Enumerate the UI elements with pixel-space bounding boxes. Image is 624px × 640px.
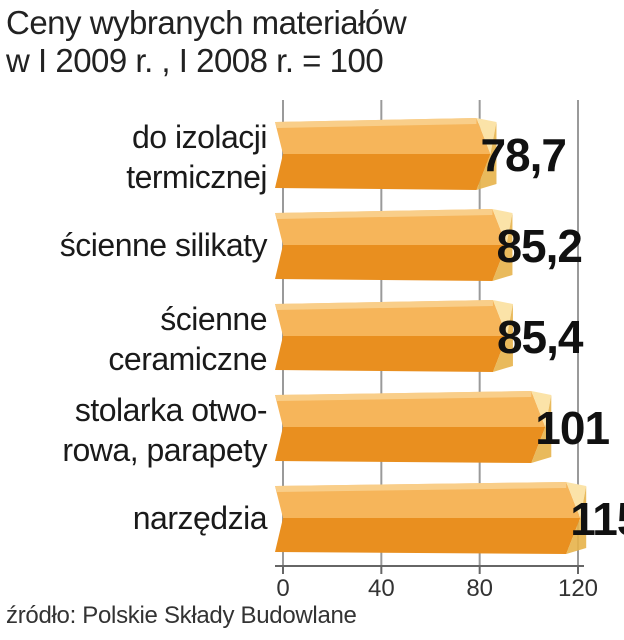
category-label-0-0: do izolacji [132,119,267,155]
value-label-4: 115,2 [570,493,624,545]
bar-cap-upper-2 [492,300,513,336]
bar-cap-lower-3 [531,395,552,463]
bar-highlight-2 [275,300,493,310]
bar-highlight-3 [275,391,532,401]
bar-top-0 [275,118,491,154]
value-label-1: 85,2 [496,220,582,272]
bar-bottom-3 [275,427,546,463]
value-label-3: 101 [535,402,609,454]
category-label-2-1: ceramiczne [108,341,267,377]
bar-cap-lower-0 [476,122,497,190]
bar-highlight-1 [275,209,493,219]
bar-highlight-0 [275,118,477,128]
x-tick-label-80: 80 [466,575,493,602]
bar-cap-upper-1 [492,209,513,245]
bar-top-1 [275,209,507,245]
chart-subtitle: w I 2009 r. , I 2008 r. = 100 [6,42,384,79]
value-label-0: 78,7 [480,129,566,181]
value-label-2: 85,4 [497,311,584,363]
bar-cap-upper-4 [566,482,587,518]
bar-cap-lower-2 [492,304,513,372]
bar-cap-upper-3 [531,391,552,427]
x-tick-label-0: 0 [276,575,289,602]
bar-bottom-2 [275,336,507,372]
source-note: źródło: Polskie Składy Budowlane [6,602,357,629]
category-label-1-0: ścienne silikaty [60,227,268,263]
x-tick-label-40: 40 [368,575,395,602]
bar-cap-upper-0 [476,118,497,154]
category-label-2-0: ścienne [160,301,267,337]
category-label-0-1: termicznej [126,159,267,195]
bar-top-4 [275,482,581,518]
bar-cap-lower-4 [566,486,587,554]
bar-bottom-1 [275,245,507,281]
category-label-3-1: rowa, parapety [62,432,267,468]
bar-top-3 [275,391,546,427]
bar-top-2 [275,300,507,336]
bar-highlight-4 [275,482,567,492]
category-label-4-0: narzędzia [133,500,268,536]
bar-cap-lower-1 [492,213,513,281]
bar-bottom-0 [275,154,491,190]
chart-title: Ceny wybranych materiałów [6,4,407,41]
category-label-3-0: stolarka otwo- [75,392,267,428]
bar-bottom-4 [275,518,581,554]
x-tick-label-120: 120 [558,575,598,602]
